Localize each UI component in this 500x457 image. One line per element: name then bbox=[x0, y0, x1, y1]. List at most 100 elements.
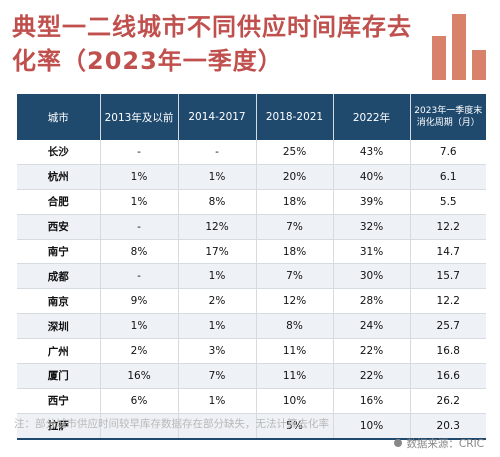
bar-chart-logo-icon bbox=[432, 12, 488, 80]
value-cell: 11% bbox=[256, 363, 334, 389]
value-cell: 25% bbox=[256, 140, 334, 165]
value-cell: 10% bbox=[256, 388, 334, 414]
value-cell: 5% bbox=[256, 413, 334, 440]
logo-bar bbox=[472, 50, 486, 80]
value-cell: 1% bbox=[178, 313, 257, 340]
value-cell: 31% bbox=[333, 239, 411, 265]
value-cell: 7% bbox=[256, 214, 334, 240]
table-header-row: 城市 2013年及以前 2014-2017 2018-2021 2022年 20… bbox=[17, 94, 486, 140]
value-cell: - bbox=[178, 140, 257, 165]
value-cell: 17% bbox=[178, 239, 257, 265]
table-row: 拉萨 5% 10% 20.3 bbox=[17, 413, 486, 440]
table-row: 杭州 1% 1% 20% 40% 6.1 bbox=[17, 164, 486, 190]
value-cell: 39% bbox=[333, 189, 411, 215]
value-cell: 2% bbox=[100, 338, 179, 365]
value-cell: 5.5 bbox=[410, 189, 486, 215]
value-cell: 28% bbox=[333, 288, 411, 315]
dot-icon bbox=[394, 439, 403, 447]
value-cell: 7% bbox=[256, 263, 334, 290]
value-cell: 18% bbox=[256, 239, 334, 265]
value-cell: 2% bbox=[178, 288, 257, 315]
value-cell: 16% bbox=[333, 388, 411, 414]
city-cell: 深圳 bbox=[17, 313, 101, 340]
value-cell: 9% bbox=[100, 288, 179, 315]
table-row: 南京 9% 2% 12% 28% 12.2 bbox=[17, 288, 486, 315]
header-2018-2021: 2018-2021 bbox=[256, 94, 334, 140]
value-cell: 18% bbox=[256, 189, 334, 215]
city-cell: 合肥 bbox=[17, 189, 101, 215]
value-cell: - bbox=[100, 214, 179, 240]
page-title: 典型一二线城市不同供应时间库存去化率（2023年一季度） bbox=[12, 13, 412, 75]
logo-bar bbox=[432, 36, 446, 80]
value-cell: 16.8 bbox=[410, 338, 486, 365]
data-source: 数据来源：CRIC bbox=[394, 436, 484, 451]
value-cell: 6% bbox=[100, 388, 179, 414]
value-cell: 22% bbox=[333, 363, 411, 389]
table-row: 南宁 8% 17% 18% 31% 14.7 bbox=[17, 239, 486, 265]
value-cell: 25.7 bbox=[410, 313, 486, 340]
data-source-label: 数据来源：CRIC bbox=[406, 438, 484, 450]
city-cell: 南京 bbox=[17, 288, 101, 315]
value-cell: 8% bbox=[256, 313, 334, 340]
value-cell: 15.7 bbox=[410, 263, 486, 290]
table-row: 厦门 16% 7% 11% 22% 16.6 bbox=[17, 363, 486, 389]
value-cell: 8% bbox=[178, 189, 257, 215]
value-cell: 1% bbox=[100, 189, 179, 215]
city-cell: 厦门 bbox=[17, 363, 101, 389]
table-row: 西安 -12% 7% 32% 12.2 bbox=[17, 214, 486, 240]
table-row: 成都 -1% 7% 30% 15.7 bbox=[17, 263, 486, 290]
table-row: 广州 2% 3% 11% 22% 16.8 bbox=[17, 338, 486, 365]
value-cell: 12.2 bbox=[410, 214, 486, 240]
value-cell: 1% bbox=[178, 164, 257, 190]
value-cell: 30% bbox=[333, 263, 411, 290]
table-row: 长沙 - -25% 43% 7.6 bbox=[17, 140, 486, 165]
header-cycle: 2023年一季度末消化周期（月） bbox=[410, 94, 486, 140]
value-cell: 12.2 bbox=[410, 288, 486, 315]
value-cell: 24% bbox=[333, 313, 411, 340]
value-cell: 32% bbox=[333, 214, 411, 240]
city-cell: 西宁 bbox=[17, 388, 101, 414]
header-2022: 2022年 bbox=[333, 94, 411, 140]
value-cell bbox=[100, 413, 179, 440]
table-row: 西宁 6% 1% 10% 16% 26.2 bbox=[17, 388, 486, 414]
value-cell: 26.2 bbox=[410, 388, 486, 414]
value-cell: 1% bbox=[178, 388, 257, 414]
city-cell: 广州 bbox=[17, 338, 101, 365]
header-city: 城市 bbox=[17, 94, 101, 140]
value-cell: 16% bbox=[100, 363, 179, 389]
data-table: 城市 2013年及以前 2014-2017 2018-2021 2022年 20… bbox=[17, 94, 486, 440]
city-cell: 拉萨 bbox=[17, 413, 101, 440]
header-2014-2017: 2014-2017 bbox=[178, 94, 257, 140]
value-cell: 1% bbox=[100, 164, 179, 190]
value-cell: 7.6 bbox=[410, 140, 486, 165]
header-2013: 2013年及以前 bbox=[100, 94, 179, 140]
value-cell: 12% bbox=[178, 214, 257, 240]
value-cell: 1% bbox=[178, 263, 257, 290]
footnote: 注：部分城市供应时间较早库存数据存在部分缺失，无法计算去化率 bbox=[14, 418, 329, 430]
city-cell: 南宁 bbox=[17, 239, 101, 265]
value-cell: 14.7 bbox=[410, 239, 486, 265]
value-cell: 10% bbox=[333, 413, 411, 440]
city-cell: 成都 bbox=[17, 263, 101, 290]
value-cell: 3% bbox=[178, 338, 257, 365]
value-cell: - bbox=[100, 263, 179, 290]
value-cell: 6.1 bbox=[410, 164, 486, 190]
city-cell: 长沙 bbox=[17, 140, 101, 165]
value-cell: 7% bbox=[178, 363, 257, 389]
value-cell bbox=[178, 413, 257, 440]
value-cell: 11% bbox=[256, 338, 334, 365]
value-cell: 8% bbox=[100, 239, 179, 265]
table-row: 合肥 1% 8% 18% 39% 5.5 bbox=[17, 189, 486, 215]
value-cell: 22% bbox=[333, 338, 411, 365]
value-cell: 1% bbox=[100, 313, 179, 340]
value-cell: 12% bbox=[256, 288, 334, 315]
city-cell: 杭州 bbox=[17, 164, 101, 190]
logo-bar bbox=[452, 14, 466, 80]
value-cell: 40% bbox=[333, 164, 411, 190]
value-cell: 20% bbox=[256, 164, 334, 190]
value-cell: 43% bbox=[333, 140, 411, 165]
value-cell: 20.3 bbox=[410, 413, 486, 440]
table-row: 深圳 1% 1% 8% 24% 25.7 bbox=[17, 313, 486, 340]
city-cell: 西安 bbox=[17, 214, 101, 240]
value-cell: 16.6 bbox=[410, 363, 486, 389]
